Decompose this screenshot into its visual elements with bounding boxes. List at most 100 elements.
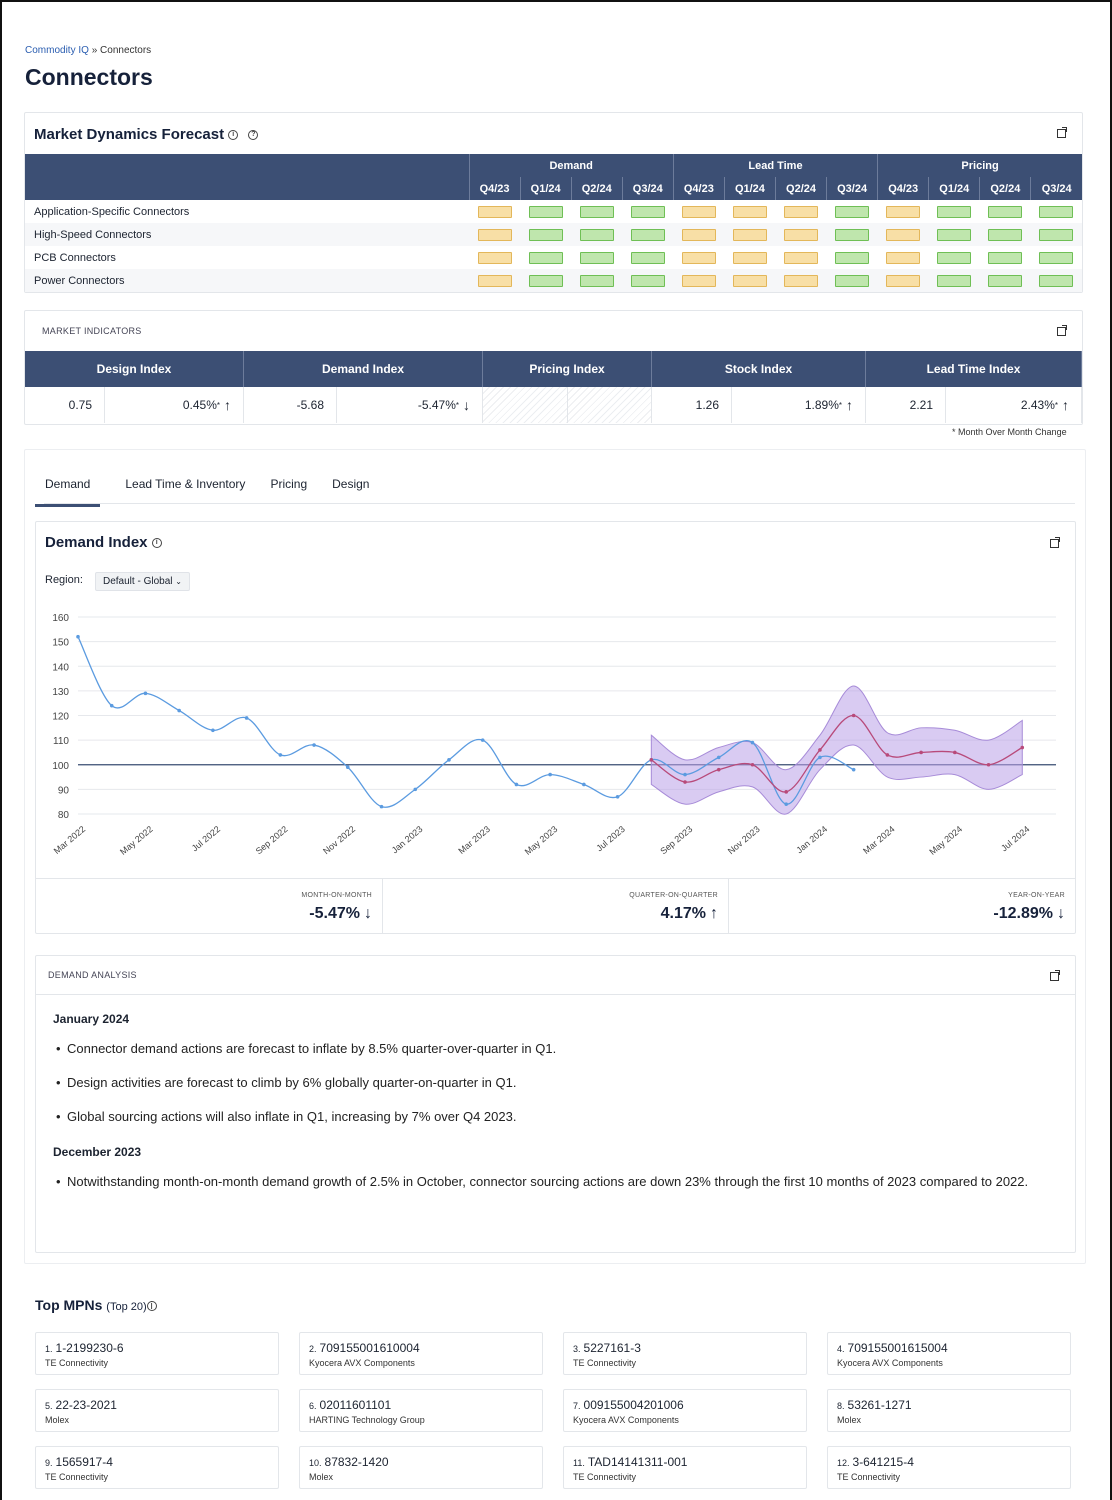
forecast-point[interactable]	[649, 758, 654, 762]
region-select[interactable]: Default - Global ⌄	[95, 572, 190, 591]
forecast-point[interactable]	[750, 762, 755, 767]
expand-icon[interactable]	[1050, 537, 1060, 548]
expand-icon[interactable]	[1057, 325, 1067, 336]
mpn-card[interactable]: 10. 87832-1420 Molex	[299, 1446, 543, 1489]
favorable-indicator[interactable]	[988, 251, 1023, 264]
info-icon[interactable]: i	[228, 130, 239, 141]
forecast-point[interactable]	[919, 750, 923, 755]
neutral-indicator[interactable]	[886, 228, 921, 241]
favorable-indicator[interactable]	[835, 274, 870, 287]
favorable-indicator[interactable]	[835, 251, 870, 264]
tab-pricing[interactable]: Pricing	[270, 477, 308, 491]
historical-point[interactable]	[345, 765, 350, 770]
historical-point[interactable]	[177, 708, 181, 713]
favorable-indicator[interactable]	[528, 205, 563, 218]
neutral-indicator[interactable]	[784, 274, 819, 287]
favorable-indicator[interactable]	[1039, 205, 1074, 218]
neutral-indicator[interactable]	[732, 251, 767, 264]
favorable-indicator[interactable]	[579, 251, 614, 264]
favorable-indicator[interactable]	[528, 228, 563, 241]
neutral-indicator[interactable]	[784, 205, 819, 218]
favorable-indicator[interactable]	[988, 274, 1023, 287]
favorable-indicator[interactable]	[937, 274, 972, 287]
favorable-indicator[interactable]	[630, 205, 665, 218]
historical-point[interactable]	[480, 738, 485, 742]
historical-point[interactable]	[784, 802, 789, 806]
historical-point[interactable]	[447, 758, 451, 762]
breadcrumb-root-link[interactable]: Commodity IQ	[25, 45, 89, 56]
neutral-indicator[interactable]	[886, 205, 921, 218]
favorable-indicator[interactable]	[937, 205, 972, 218]
neutral-indicator[interactable]	[784, 251, 819, 264]
favorable-indicator[interactable]	[835, 205, 870, 218]
mpn-card[interactable]: 6. 02011601101 HARTING Technology Group	[299, 1389, 543, 1432]
neutral-indicator[interactable]	[886, 251, 921, 264]
neutral-indicator[interactable]	[784, 228, 819, 241]
favorable-indicator[interactable]	[579, 228, 614, 241]
historical-point[interactable]	[312, 743, 316, 747]
mpn-card[interactable]: 1. 1-2199230-6 TE Connectivity	[35, 1332, 279, 1375]
historical-point[interactable]	[514, 782, 519, 787]
mpn-card[interactable]: 5. 22-23-2021 Molex	[35, 1389, 279, 1432]
historical-point[interactable]	[76, 634, 80, 639]
favorable-indicator[interactable]	[630, 251, 665, 264]
info-icon[interactable]: i	[146, 1301, 157, 1312]
help-icon[interactable]: ?	[248, 130, 259, 141]
neutral-indicator[interactable]	[477, 274, 512, 287]
forecast-point[interactable]	[716, 767, 721, 772]
expand-icon[interactable]	[1050, 970, 1060, 981]
mpn-card[interactable]: 9. 1565917-4 TE Connectivity	[35, 1446, 279, 1489]
forecast-point[interactable]	[953, 750, 957, 755]
historical-point[interactable]	[548, 772, 552, 777]
neutral-indicator[interactable]	[477, 205, 512, 218]
historical-point[interactable]	[683, 772, 687, 777]
mpn-card[interactable]: 8. 53261-1271 Molex	[827, 1389, 1071, 1432]
forecast-point[interactable]	[818, 748, 822, 752]
favorable-indicator[interactable]	[630, 228, 665, 241]
historical-point[interactable]	[716, 755, 721, 760]
favorable-indicator[interactable]	[937, 228, 972, 241]
neutral-indicator[interactable]	[681, 228, 716, 241]
historical-point[interactable]	[750, 740, 755, 745]
favorable-indicator[interactable]	[1039, 228, 1074, 241]
info-icon[interactable]: i	[151, 538, 162, 549]
favorable-indicator[interactable]	[579, 205, 614, 218]
neutral-indicator[interactable]	[732, 228, 767, 241]
tab-design[interactable]: Design	[332, 477, 370, 491]
mpn-card[interactable]: 2. 709155001610004 Kyocera AVX Components	[299, 1332, 543, 1375]
forecast-point[interactable]	[1020, 745, 1025, 750]
neutral-indicator[interactable]	[477, 228, 512, 241]
mpn-card[interactable]: 11. TAD14141311-001 TE Connectivity	[563, 1446, 807, 1489]
favorable-indicator[interactable]	[630, 274, 665, 287]
forecast-point[interactable]	[885, 753, 890, 757]
historical-point[interactable]	[211, 728, 215, 733]
expand-icon[interactable]	[1057, 127, 1067, 138]
historical-point[interactable]	[244, 716, 249, 720]
neutral-indicator[interactable]	[886, 274, 921, 287]
forecast-point[interactable]	[784, 790, 789, 794]
neutral-indicator[interactable]	[732, 274, 767, 287]
favorable-indicator[interactable]	[988, 205, 1023, 218]
favorable-indicator[interactable]	[528, 274, 563, 287]
historical-point[interactable]	[109, 703, 114, 708]
tab-lead-time-inventory[interactable]: Lead Time & Inventory	[125, 477, 246, 491]
historical-point[interactable]	[818, 755, 822, 760]
favorable-indicator[interactable]	[988, 228, 1023, 241]
forecast-point[interactable]	[851, 713, 856, 718]
neutral-indicator[interactable]	[732, 205, 767, 218]
neutral-indicator[interactable]	[477, 251, 512, 264]
historical-point[interactable]	[143, 691, 148, 696]
historical-point[interactable]	[379, 804, 384, 809]
historical-point[interactable]	[851, 767, 856, 772]
favorable-indicator[interactable]	[528, 251, 563, 264]
favorable-indicator[interactable]	[1039, 274, 1074, 287]
neutral-indicator[interactable]	[681, 205, 716, 218]
neutral-indicator[interactable]	[681, 251, 716, 264]
favorable-indicator[interactable]	[937, 251, 972, 264]
historical-point[interactable]	[413, 787, 418, 792]
historical-point[interactable]	[278, 753, 283, 757]
historical-point[interactable]	[582, 782, 586, 787]
forecast-point[interactable]	[683, 780, 687, 784]
mpn-card[interactable]: 4. 709155001615004 Kyocera AVX Components	[827, 1332, 1071, 1375]
favorable-indicator[interactable]	[835, 228, 870, 241]
